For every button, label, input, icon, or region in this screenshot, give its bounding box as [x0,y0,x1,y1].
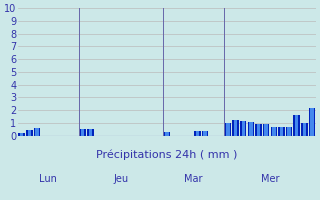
Bar [242,121,245,136]
Bar [89,129,92,136]
Bar [225,123,231,136]
Bar [87,129,94,136]
Bar [301,123,308,136]
Bar [263,124,269,136]
X-axis label: Précipitations 24h ( mm ): Précipitations 24h ( mm ) [96,150,237,160]
Bar [234,120,237,136]
Bar [240,121,246,136]
Bar [79,129,86,136]
Text: Lun: Lun [39,174,57,184]
Bar [303,123,306,136]
Bar [20,133,23,136]
Bar [203,131,207,136]
Bar [81,129,84,136]
Bar [232,120,239,136]
Bar [310,108,314,136]
Text: Mar: Mar [184,174,203,184]
Bar [196,131,199,136]
Bar [264,124,268,136]
Bar [280,127,283,136]
Bar [164,132,170,136]
Text: Mer: Mer [261,174,279,184]
Bar [287,127,291,136]
Bar [18,133,25,136]
Bar [286,127,292,136]
Bar [165,132,169,136]
Bar [28,130,31,136]
Bar [248,122,254,136]
Bar [226,123,230,136]
Bar [34,128,40,136]
Bar [202,131,208,136]
Bar [35,128,39,136]
Bar [272,127,276,136]
Bar [257,124,260,136]
Bar [194,131,201,136]
Bar [255,124,262,136]
Bar [270,127,277,136]
Bar [309,108,315,136]
Text: Jeu: Jeu [113,174,129,184]
Bar [295,115,299,136]
Bar [249,122,252,136]
Bar [278,127,285,136]
Bar [293,115,300,136]
Bar [26,130,33,136]
